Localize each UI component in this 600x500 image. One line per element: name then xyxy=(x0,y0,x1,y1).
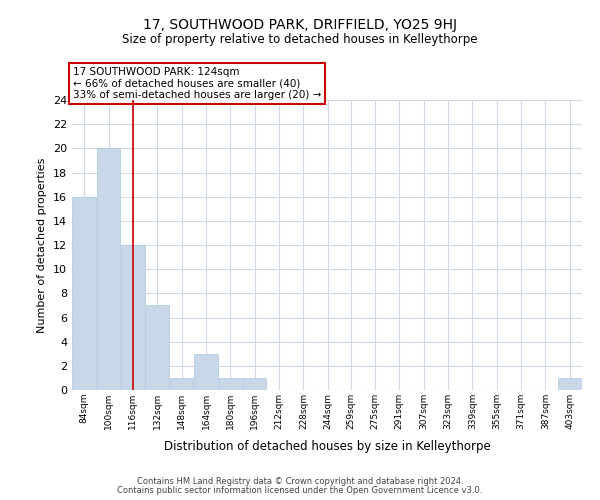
Text: Contains public sector information licensed under the Open Government Licence v3: Contains public sector information licen… xyxy=(118,486,482,495)
Text: Size of property relative to detached houses in Kelleythorpe: Size of property relative to detached ho… xyxy=(122,32,478,46)
Bar xyxy=(73,196,96,390)
Bar xyxy=(145,306,169,390)
Bar xyxy=(218,378,242,390)
Bar xyxy=(121,245,145,390)
Text: 17, SOUTHWOOD PARK, DRIFFIELD, YO25 9HJ: 17, SOUTHWOOD PARK, DRIFFIELD, YO25 9HJ xyxy=(143,18,457,32)
Bar xyxy=(170,378,193,390)
Text: Contains HM Land Registry data © Crown copyright and database right 2024.: Contains HM Land Registry data © Crown c… xyxy=(137,477,463,486)
Bar xyxy=(194,354,218,390)
X-axis label: Distribution of detached houses by size in Kelleythorpe: Distribution of detached houses by size … xyxy=(164,440,490,454)
Text: 17 SOUTHWOOD PARK: 124sqm
← 66% of detached houses are smaller (40)
33% of semi-: 17 SOUTHWOOD PARK: 124sqm ← 66% of detac… xyxy=(73,67,321,100)
Bar xyxy=(243,378,266,390)
Bar xyxy=(558,378,581,390)
Y-axis label: Number of detached properties: Number of detached properties xyxy=(37,158,47,332)
Bar xyxy=(97,148,121,390)
